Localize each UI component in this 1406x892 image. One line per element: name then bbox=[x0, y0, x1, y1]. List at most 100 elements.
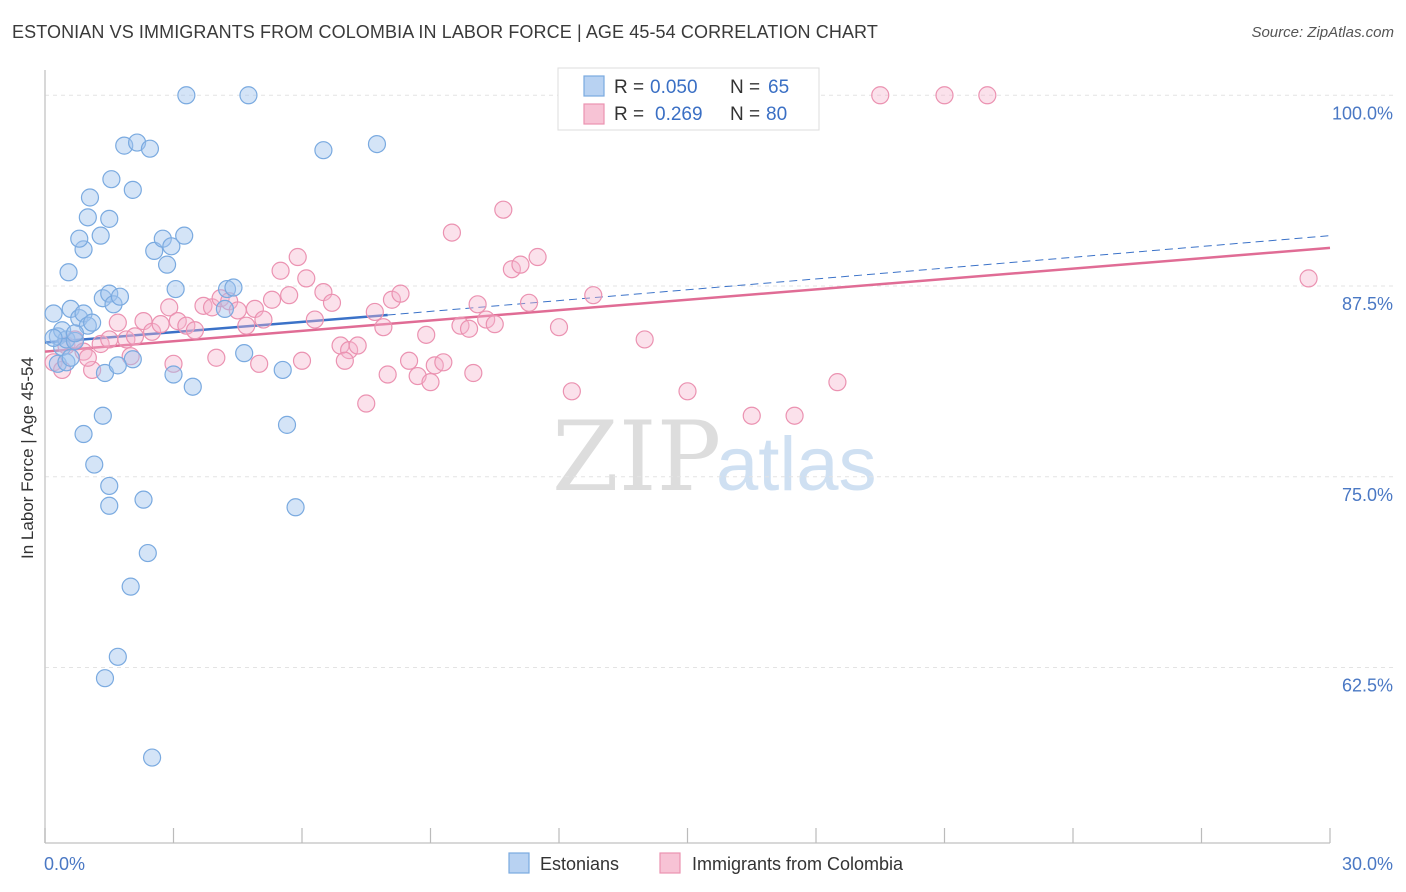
point-estonians-57 bbox=[273, 360, 292, 380]
y-tick-label-1: 87.5% bbox=[1342, 294, 1393, 314]
x-tick-label-min: 0.0% bbox=[44, 854, 85, 874]
point-colombia-61 bbox=[78, 348, 97, 367]
point-estonians-9 bbox=[83, 313, 102, 332]
watermark: ZIP atlas bbox=[552, 401, 877, 513]
point-colombia-78 bbox=[978, 86, 997, 105]
point-colombia-79 bbox=[1299, 269, 1318, 288]
point-colombia-34 bbox=[340, 341, 359, 360]
point-colombia-50 bbox=[477, 310, 496, 329]
point-colombia-7 bbox=[108, 313, 127, 332]
point-estonians-16 bbox=[59, 263, 78, 282]
point-estonians-15 bbox=[44, 328, 63, 347]
point-colombia-25 bbox=[262, 290, 282, 309]
point-estonians-60 bbox=[177, 86, 196, 105]
series-legend-swatch-colombia bbox=[659, 852, 681, 874]
point-estonians-48 bbox=[74, 424, 93, 444]
point-estonians-36 bbox=[215, 299, 234, 318]
series-legend-swatch-estonians bbox=[508, 852, 530, 874]
legend-n-label-colombia: N = bbox=[730, 104, 760, 125]
point-estonians-18 bbox=[70, 229, 89, 248]
trend-line-1 bbox=[44, 246, 1331, 353]
point-estonians-31 bbox=[157, 255, 177, 274]
legend-swatch-colombia bbox=[583, 103, 605, 125]
legend-r-label-estonians: R = bbox=[614, 77, 644, 98]
point-colombia-62 bbox=[121, 347, 140, 366]
point-estonians-47 bbox=[108, 356, 127, 375]
point-colombia-27 bbox=[280, 286, 299, 305]
point-estonians-52 bbox=[134, 490, 153, 509]
point-colombia-65 bbox=[250, 354, 269, 373]
point-estonians-46 bbox=[93, 406, 112, 425]
legend-r-value-estonians: 0.050 bbox=[650, 77, 698, 98]
point-estonians-5 bbox=[65, 331, 85, 351]
point-estonians-21 bbox=[80, 188, 100, 207]
point-colombia-40 bbox=[391, 284, 410, 303]
point-colombia-14 bbox=[168, 312, 187, 331]
point-colombia-69 bbox=[421, 373, 440, 392]
point-colombia-16 bbox=[185, 321, 205, 340]
y-tick-label-0: 100.0% bbox=[1332, 103, 1393, 123]
point-colombia-64 bbox=[207, 348, 226, 367]
point-estonians-22 bbox=[102, 170, 121, 189]
point-estonians-41 bbox=[100, 284, 119, 303]
point-estonians-55 bbox=[108, 647, 127, 666]
point-colombia-71 bbox=[562, 382, 581, 401]
watermark-zip: ZIP bbox=[552, 401, 721, 513]
point-estonians-12 bbox=[61, 348, 80, 367]
point-estonians-50 bbox=[100, 476, 119, 496]
point-estonians-24 bbox=[100, 209, 119, 228]
point-colombia-72 bbox=[678, 382, 697, 401]
point-colombia-68 bbox=[378, 365, 397, 384]
point-colombia-45 bbox=[434, 353, 453, 372]
point-colombia-22 bbox=[237, 316, 256, 335]
chart-source: Source: ZipAtlas.com bbox=[1251, 24, 1394, 41]
point-colombia-54 bbox=[511, 255, 530, 274]
point-colombia-5 bbox=[91, 334, 110, 354]
watermark-atlas: atlas bbox=[716, 422, 877, 507]
point-colombia-26 bbox=[271, 261, 290, 280]
x-tick-label-max: 30.0% bbox=[1342, 854, 1393, 874]
legend-n-value-estonians: 65 bbox=[768, 77, 789, 98]
point-estonians-43 bbox=[110, 287, 130, 306]
point-estonians-37 bbox=[217, 279, 237, 299]
point-estonians-49 bbox=[85, 455, 104, 474]
point-colombia-43 bbox=[417, 325, 436, 344]
point-colombia-76 bbox=[871, 86, 890, 105]
point-colombia-70 bbox=[464, 363, 483, 383]
point-estonians-63 bbox=[367, 134, 387, 154]
point-colombia-58 bbox=[584, 286, 603, 305]
point-estonians-35 bbox=[183, 377, 202, 396]
y-tick-label-2: 75.0% bbox=[1342, 485, 1393, 505]
y-tick-labels: 100.0% 87.5% 75.0% 62.5% bbox=[1332, 103, 1393, 695]
point-colombia-46 bbox=[442, 223, 462, 242]
point-colombia-35 bbox=[348, 336, 367, 355]
series-legend-label-estonians: Estonians bbox=[540, 854, 619, 874]
point-estonians-17 bbox=[74, 240, 93, 259]
point-colombia-38 bbox=[374, 318, 393, 337]
point-colombia-59 bbox=[635, 330, 654, 349]
point-estonians-53 bbox=[138, 543, 157, 563]
point-colombia-74 bbox=[785, 406, 804, 425]
data-points bbox=[44, 86, 1318, 767]
point-colombia-53 bbox=[502, 260, 521, 279]
series-legend-label-colombia: Immigrants from Colombia bbox=[692, 854, 904, 874]
point-estonians-34 bbox=[164, 365, 183, 384]
legend-r-value-colombia: 0.269 bbox=[655, 104, 703, 125]
point-estonians-30 bbox=[162, 237, 181, 256]
point-colombia-57 bbox=[549, 318, 569, 337]
point-estonians-62 bbox=[314, 141, 333, 160]
point-colombia-51 bbox=[485, 315, 504, 334]
point-colombia-56 bbox=[528, 247, 547, 267]
gridlines bbox=[45, 94, 1393, 669]
point-estonians-25 bbox=[123, 180, 142, 199]
point-colombia-48 bbox=[459, 319, 479, 338]
x-axis-ticks bbox=[44, 828, 1331, 843]
point-estonians-32 bbox=[166, 279, 185, 299]
point-colombia-29 bbox=[297, 269, 316, 288]
y-axis-title: In Labor Force | Age 45-54 bbox=[18, 357, 37, 559]
legend-swatch-estonians bbox=[583, 75, 605, 97]
series-legend: Estonians Immigrants from Colombia bbox=[508, 852, 904, 874]
point-colombia-28 bbox=[288, 247, 307, 267]
point-colombia-66 bbox=[292, 351, 312, 370]
